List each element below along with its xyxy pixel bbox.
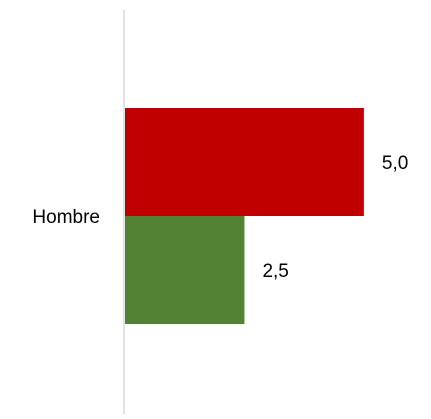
category-label: Hombre [32, 207, 100, 228]
label-group: Hombre 5,0 2,5 [32, 153, 408, 282]
data-label-series-2: 2,5 [262, 261, 288, 282]
data-label-series-1: 5,0 [382, 153, 408, 174]
bar-series-2 [125, 216, 245, 324]
bar-group [125, 108, 364, 324]
bar-series-1 [125, 108, 364, 216]
